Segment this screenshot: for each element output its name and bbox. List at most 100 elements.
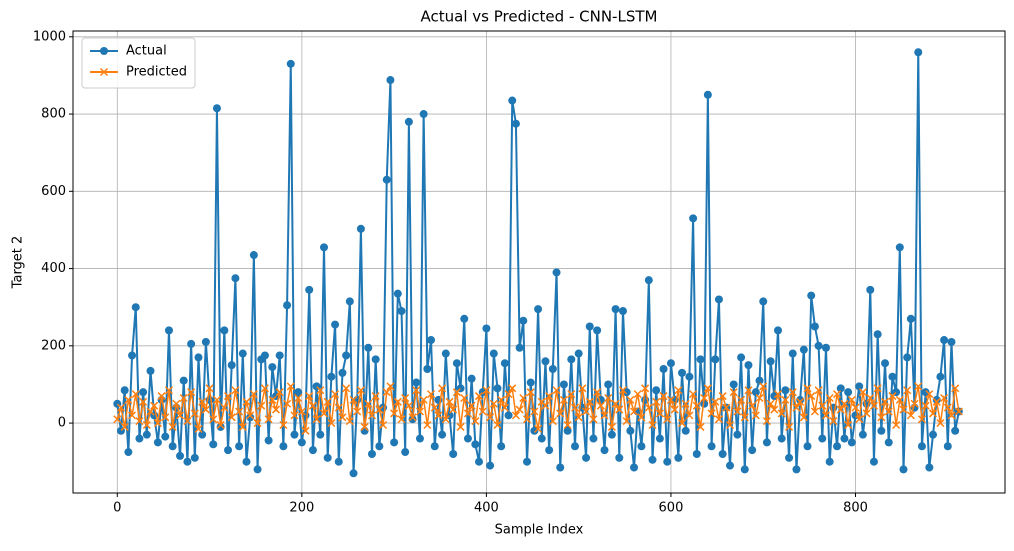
- point: [449, 449, 458, 458]
- point: [253, 419, 262, 428]
- point: [493, 420, 502, 430]
- point: [242, 457, 251, 466]
- point: [659, 392, 668, 401]
- point: [770, 405, 779, 414]
- point: [404, 401, 413, 410]
- point: [523, 457, 532, 466]
- point: [570, 403, 580, 412]
- point: [696, 422, 705, 431]
- point: [128, 351, 137, 360]
- y-tick-label: 600: [41, 184, 66, 199]
- point: [382, 175, 391, 184]
- point: [235, 407, 244, 416]
- point: [674, 386, 683, 395]
- point: [515, 343, 524, 352]
- point: [157, 392, 166, 401]
- point: [519, 393, 528, 403]
- point: [135, 417, 144, 426]
- point: [663, 457, 672, 466]
- point: [179, 376, 188, 385]
- point: [460, 314, 469, 323]
- point: [917, 442, 926, 451]
- point: [445, 397, 454, 406]
- point: [748, 446, 757, 455]
- point: [762, 417, 771, 426]
- point: [630, 407, 639, 416]
- point: [737, 395, 746, 404]
- point: [530, 407, 539, 416]
- point: [622, 417, 631, 426]
- point: [729, 388, 738, 397]
- point: [722, 403, 731, 412]
- point: [231, 274, 240, 283]
- point: [858, 388, 867, 397]
- point: [954, 407, 963, 416]
- point: [788, 349, 797, 358]
- point: [696, 355, 705, 364]
- y-tick-label: 1000: [33, 29, 66, 44]
- point: [563, 426, 572, 435]
- point: [356, 386, 365, 395]
- point: [338, 368, 347, 377]
- point: [187, 339, 196, 348]
- point: [290, 430, 299, 439]
- point: [419, 110, 428, 119]
- point: [748, 401, 757, 410]
- point: [659, 365, 668, 374]
- point: [209, 415, 218, 424]
- point: [526, 388, 535, 397]
- point: [803, 384, 812, 393]
- point: [914, 382, 923, 391]
- point: [257, 401, 266, 410]
- point: [585, 322, 594, 331]
- point: [866, 393, 875, 403]
- point: [286, 382, 295, 391]
- point: [260, 351, 269, 360]
- point: [220, 403, 229, 412]
- point: [176, 451, 185, 460]
- point: [844, 420, 853, 430]
- point: [427, 336, 436, 345]
- point: [415, 434, 424, 443]
- point: [249, 390, 258, 399]
- point: [766, 399, 775, 408]
- point: [308, 446, 317, 455]
- point: [618, 307, 627, 316]
- point: [212, 104, 221, 113]
- point: [408, 413, 417, 422]
- point: [375, 405, 384, 414]
- point: [534, 424, 543, 433]
- point: [567, 390, 576, 399]
- point: [286, 59, 295, 68]
- point: [914, 48, 923, 57]
- point: [319, 243, 328, 252]
- point: [773, 390, 783, 399]
- point: [663, 415, 672, 424]
- point: [762, 438, 771, 447]
- point: [161, 432, 170, 441]
- point: [751, 388, 760, 397]
- point: [294, 393, 303, 403]
- point: [637, 413, 646, 422]
- point: [545, 392, 554, 401]
- point: [364, 343, 373, 352]
- point: [847, 395, 856, 404]
- point: [135, 434, 144, 443]
- point: [836, 405, 845, 414]
- point: [552, 268, 561, 277]
- point: [305, 392, 314, 401]
- point: [703, 384, 712, 393]
- point: [412, 386, 421, 395]
- point: [279, 442, 288, 451]
- point: [755, 393, 764, 403]
- point: [316, 430, 325, 439]
- point: [161, 413, 170, 422]
- point: [441, 415, 450, 424]
- point: [519, 316, 528, 325]
- point: [799, 345, 808, 354]
- point: [611, 399, 620, 408]
- point: [364, 399, 373, 408]
- point: [582, 407, 591, 416]
- y-tick-label: 200: [41, 338, 66, 353]
- point: [725, 420, 735, 430]
